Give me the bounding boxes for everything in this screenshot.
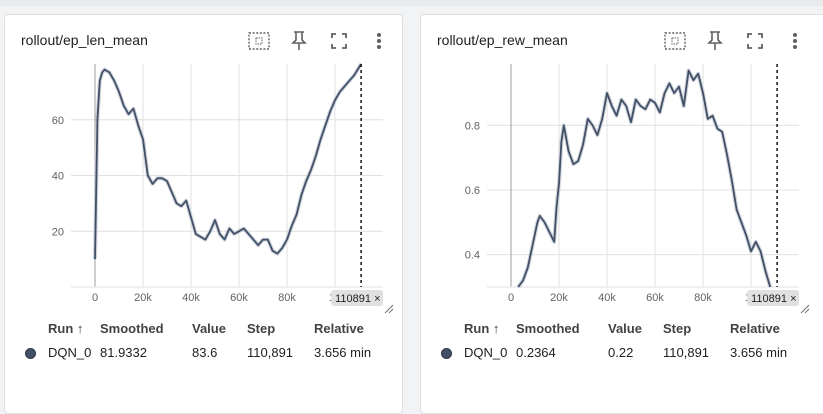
cell-run: DQN_0 xyxy=(464,345,508,360)
more-vert-icon[interactable] xyxy=(367,29,391,53)
cell-value: 83.6 xyxy=(192,345,218,360)
series-line xyxy=(94,63,362,260)
series-line xyxy=(517,69,772,288)
x-tick-label: 20k xyxy=(550,292,568,304)
cell-smoothed: 0.2364 xyxy=(516,345,556,360)
col-value[interactable]: Value xyxy=(192,321,226,336)
col-run[interactable]: Run ↑ xyxy=(48,321,84,336)
step-badge xyxy=(331,290,384,306)
col-relative[interactable]: Relative xyxy=(730,321,780,336)
sort-arrow-icon: ↑ xyxy=(492,321,500,336)
run-color-swatch xyxy=(25,348,36,359)
pin-icon[interactable] xyxy=(287,29,311,53)
cell-smoothed: 81.9332 xyxy=(100,345,147,360)
y-tick-label: 0.8 xyxy=(465,120,480,132)
cell-step: 110,891 xyxy=(247,345,294,360)
chart-card-ep-rew-mean: rollout/ep_rew_mean 020k40k60k80k100.40.… xyxy=(420,14,823,414)
fullscreen-icon[interactable] xyxy=(743,29,767,53)
more-vert-icon[interactable] xyxy=(783,29,807,53)
y-tick-label: 0.6 xyxy=(465,185,480,197)
y-tick-label: 0.4 xyxy=(465,250,480,262)
run-color-swatch xyxy=(441,348,452,359)
x-tick-label: 80k xyxy=(278,292,296,304)
col-relative[interactable]: Relative xyxy=(314,321,364,336)
col-value[interactable]: Value xyxy=(608,321,642,336)
cell-relative: 3.656 min xyxy=(730,345,788,360)
col-step[interactable]: Step xyxy=(247,321,276,336)
x-tick-label: 80k xyxy=(694,292,712,304)
x-tick-label: 20k xyxy=(134,292,152,304)
cell-step: 110,891 xyxy=(663,345,710,360)
fit-domain-icon[interactable] xyxy=(247,29,271,53)
card-title: rollout/ep_len_mean xyxy=(21,32,148,48)
x-tick-label: 60k xyxy=(230,292,248,304)
chart-card-ep-len-mean: rollout/ep_len_mean 020k40k60k80k1020406… xyxy=(4,14,403,414)
col-run[interactable]: Run ↑ xyxy=(464,321,500,336)
x-tick-label: 40k xyxy=(182,292,200,304)
y-tick-label: 40 xyxy=(52,171,64,183)
step-badge-label: 110891 × xyxy=(751,293,796,305)
top-strip xyxy=(0,0,823,6)
col-smoothed[interactable]: Smoothed xyxy=(516,321,580,336)
x-tick-label: 60k xyxy=(646,292,664,304)
col-smoothed[interactable]: Smoothed xyxy=(100,321,164,336)
pin-icon[interactable] xyxy=(703,29,727,53)
chart-ep-len-mean[interactable]: 020k40k60k80k10204060110891 × xyxy=(5,60,404,322)
sort-arrow-icon: ↑ xyxy=(76,321,84,336)
cell-run: DQN_0 xyxy=(48,345,92,360)
resize-handle-icon xyxy=(800,304,810,314)
x-tick-label: 0 xyxy=(508,292,514,304)
fit-domain-icon[interactable] xyxy=(663,29,687,53)
y-tick-label: 20 xyxy=(52,226,64,238)
card-title: rollout/ep_rew_mean xyxy=(437,32,568,48)
cell-value: 0.22 xyxy=(608,345,634,360)
resize-handle-icon xyxy=(384,304,394,314)
fullscreen-icon[interactable] xyxy=(327,29,351,53)
x-tick-label: 0 xyxy=(92,292,98,304)
x-tick-label: 40k xyxy=(598,292,616,304)
step-badge xyxy=(747,290,800,306)
step-badge-label: 110891 × xyxy=(335,293,380,305)
y-tick-label: 60 xyxy=(52,115,64,127)
col-step[interactable]: Step xyxy=(663,321,692,336)
cell-relative: 3.656 min xyxy=(314,345,372,360)
